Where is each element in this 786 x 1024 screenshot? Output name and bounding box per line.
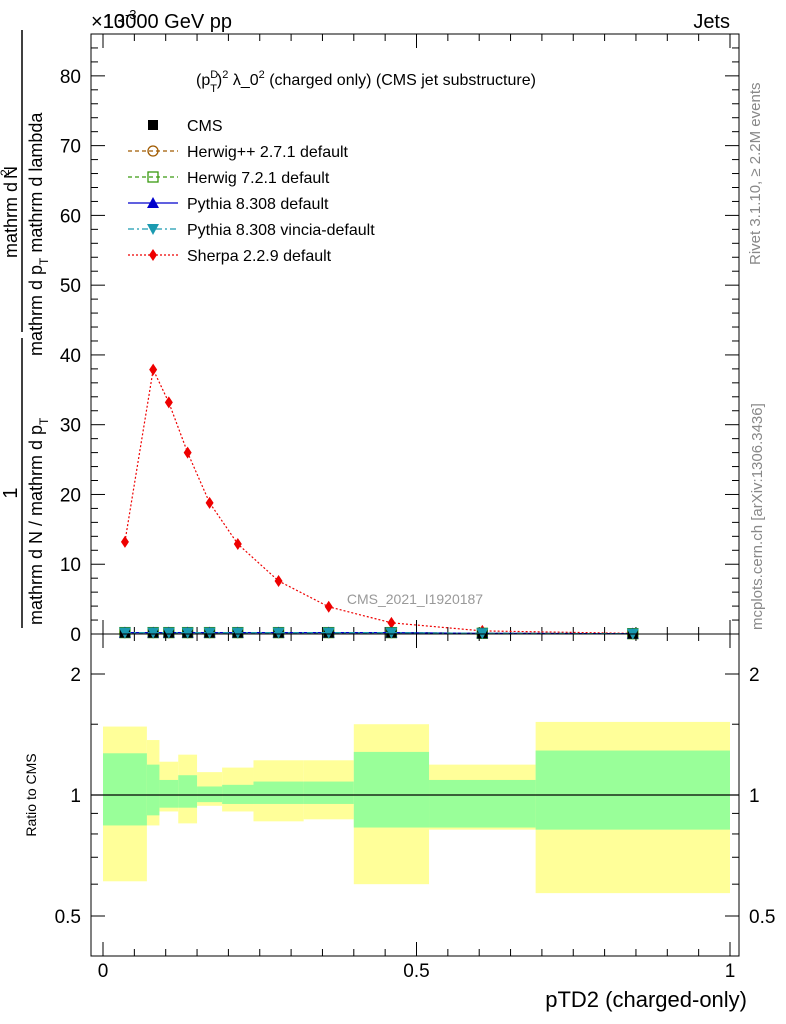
data-point xyxy=(274,574,283,587)
data-point xyxy=(147,627,160,639)
main-y-axis-label: 1 mathrm d N / mathrm d pT mathrm dN2 ma… xyxy=(0,30,51,628)
main-panel: 0 10 20 30 40 50 60 70 80 CMS_2021_I1920187 (pD T… xyxy=(0,30,740,646)
multiplier-label: ×10-3 xyxy=(91,7,137,33)
legend-marker xyxy=(147,171,159,183)
legend-marker xyxy=(147,145,159,157)
main-y-axis: 0 10 20 30 40 50 60 70 80 xyxy=(60,33,739,646)
data-point xyxy=(162,627,175,639)
main-y-tick-label: 80 xyxy=(60,67,81,88)
x-axis-label: pTD2 (charged-only) xyxy=(545,987,747,1012)
main-y-tick-label: 50 xyxy=(60,276,81,297)
data-point xyxy=(149,363,158,376)
data-point xyxy=(120,535,129,548)
ratio-y-tick-label-right: 2 xyxy=(749,665,760,686)
main-x-ticks xyxy=(102,34,731,634)
ratio-band-bin xyxy=(429,779,536,828)
main-series-group xyxy=(118,363,639,640)
main-y-tick-label: 20 xyxy=(60,485,81,506)
ratio-y-tick-label: 0.5 xyxy=(55,907,81,928)
ratio-x-tick-label: 0 xyxy=(98,961,109,982)
data-point xyxy=(181,627,194,639)
data-point xyxy=(387,616,396,629)
ratio-band-bin xyxy=(535,750,730,830)
ratio-y-axis: 0.5 0.5 1 1 2 2 xyxy=(55,665,776,928)
data-point xyxy=(324,600,333,613)
ratio-y-tick-label: 1 xyxy=(70,786,81,807)
data-point xyxy=(322,627,335,639)
analysis-watermark: CMS_2021_I1920187 xyxy=(347,591,483,607)
ratio-y-axis-label: Ratio to CMS xyxy=(23,753,39,836)
data-point xyxy=(385,627,398,639)
ratio-x-tick-label: 1 xyxy=(725,961,736,982)
legend-label: Pythia 8.308 vincia-default xyxy=(187,222,375,239)
ratio-x-axis: 0 0.5 1 xyxy=(98,634,736,982)
legend-label: Pythia 8.308 default xyxy=(187,196,329,213)
legend-label: Herwig++ 2.7.1 default xyxy=(187,144,349,161)
legend-label: Herwig 7.2.1 default xyxy=(187,170,330,187)
ratio-y-tick-label-right: 1 xyxy=(749,786,760,807)
legend-marker xyxy=(147,224,159,235)
ratio-y-tick-label-right: 0.5 xyxy=(749,907,775,928)
main-y-tick-label: 70 xyxy=(60,137,81,158)
ratio-band-bin xyxy=(159,779,179,808)
ylabel-denominator-1: mathrm d N / mathrm d pT xyxy=(26,417,51,625)
legend-label: CMS xyxy=(187,118,223,135)
ratio-bands xyxy=(103,721,730,894)
legend-marker xyxy=(149,249,157,261)
main-y-tick-label: 60 xyxy=(60,206,81,227)
ratio-band-bin xyxy=(178,775,198,808)
ratio-band-bin xyxy=(197,786,223,803)
data-point xyxy=(205,496,214,509)
ratio-band-bin xyxy=(303,781,354,804)
legend-label: Sherpa 2.2.9 default xyxy=(187,248,332,265)
rivet-label: Rivet 3.1.10, ≥ 2.2M events xyxy=(747,83,764,266)
ratio-y-tick-label: 2 xyxy=(70,665,81,686)
collision-energy-title: 13000 GeV pp xyxy=(103,11,232,33)
main-y-tick-label: 30 xyxy=(60,416,81,437)
ratio-x-tick-label: 0.5 xyxy=(403,961,429,982)
legend-marker xyxy=(147,197,159,208)
ratio-band-bin xyxy=(103,753,147,826)
ratio-band-bin xyxy=(222,784,254,804)
legend-marker xyxy=(148,120,158,130)
data-point xyxy=(231,627,244,639)
ratio-band-bin xyxy=(253,781,304,804)
data-point xyxy=(233,538,242,550)
data-point xyxy=(164,396,173,409)
plot-title: (pD T)2 λ_02 (charged only) (CMS jet subs… xyxy=(196,69,536,95)
main-y-tick-label: 0 xyxy=(70,625,81,646)
data-point xyxy=(183,446,192,459)
main-y-tick-label: 40 xyxy=(60,346,81,367)
main-y-tick-label: 10 xyxy=(60,555,81,576)
legend: CMS Herwig++ 2.7.1 default Herwig 7.2.1 de… xyxy=(128,118,375,265)
jets-title: Jets xyxy=(693,11,730,33)
ratio-band-bin xyxy=(146,764,160,816)
data-point xyxy=(272,627,285,639)
ylabel-denominator-2: mathrm d pT mathrm d lambda xyxy=(26,112,51,356)
mcplots-label: mcplots.cern.ch [arXiv:1306.3436] xyxy=(749,403,766,630)
ratio-band-bin xyxy=(353,751,430,828)
data-point xyxy=(203,627,216,639)
ratio-panel: 0.5 0.51 12 2 0 0.5 1 Ratio to CMS pTD2 (char… xyxy=(23,633,776,1012)
ylabel-numerator-2: mathrm dN2 xyxy=(0,166,21,258)
ylabel-numerator-1: 1 xyxy=(0,487,22,498)
data-point xyxy=(118,627,131,639)
